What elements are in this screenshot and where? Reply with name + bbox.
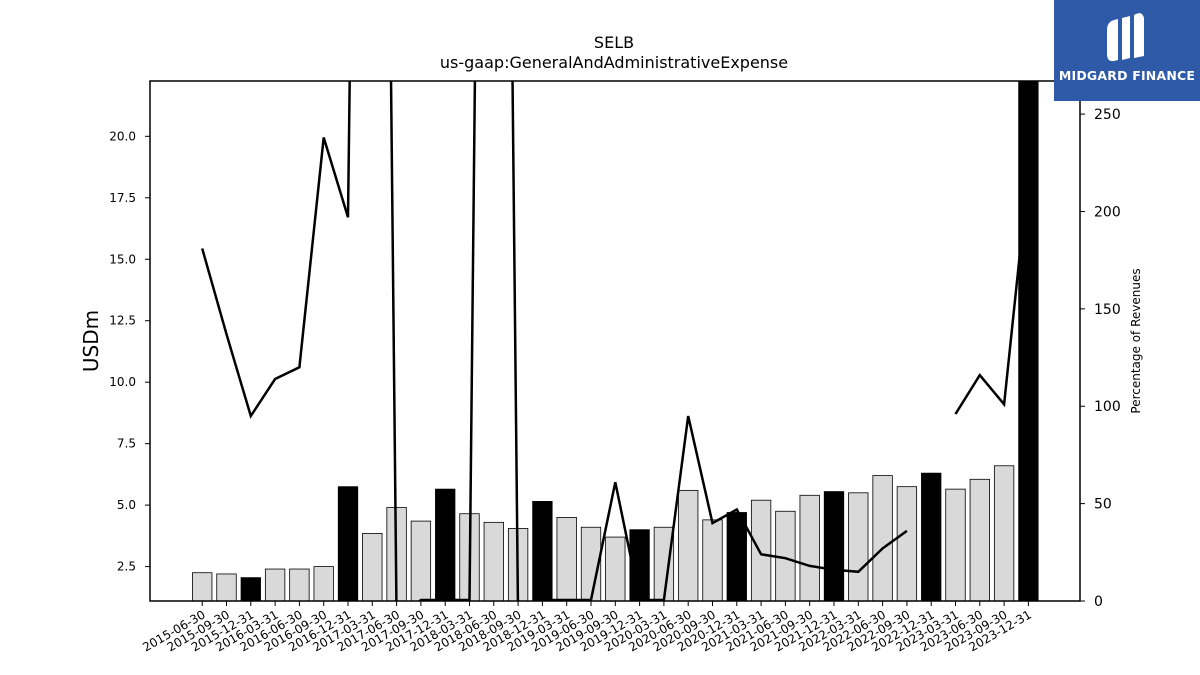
y2-tick-label: 50 [1094,497,1112,513]
y-tick-label: 12.5 [109,314,136,328]
bar [532,501,553,601]
y2-axis-label: Percentage of Revenues [1129,268,1143,413]
bar [653,526,675,601]
bar [993,465,1015,601]
y-tick-label: 17.5 [109,191,136,205]
bar [921,472,942,601]
x-axis: 2015-06-302015-09-302015-12-312016-03-31… [140,601,1034,654]
bar [483,521,504,601]
y-tick-label: 10.0 [109,375,136,389]
bar [896,486,918,601]
y-axis-label: USDm [79,310,103,372]
y2-tick-label: 100 [1094,399,1121,415]
bar [750,499,772,601]
chart-subtitle: us-gaap:GeneralAndAdministrativeExpense [440,53,788,72]
bar [362,532,383,601]
bar [945,488,966,601]
midgard-logo: MIDGARD FINANCE [1054,0,1200,101]
bar [678,489,699,601]
bar [799,494,820,601]
bar [192,572,213,601]
bar [216,573,237,601]
y2-tick-label: 200 [1094,204,1121,220]
bar [969,478,990,601]
bar [702,519,723,601]
bar [1018,81,1039,601]
y-tick-label: 15.0 [109,252,136,266]
bar [435,488,456,601]
bar [410,520,432,601]
midgard-logo-icon [1107,13,1144,62]
y-tick-label: 5.0 [117,498,136,512]
bar-series [192,81,1039,601]
bar [264,568,286,601]
y2-axis: 0 50 100 150 200 250 [1080,107,1121,610]
bar [580,526,602,601]
bar [337,486,359,601]
y-tick-label: 2.5 [117,560,136,574]
y2-tick-label: 150 [1094,302,1121,318]
bar [726,512,747,601]
chart-title: SELB [594,33,634,52]
bar [289,568,310,601]
y2-tick-label: 250 [1094,107,1121,123]
logo-text: MIDGARD FINANCE [1058,68,1196,83]
bar [872,475,893,601]
bar [313,566,334,601]
y-axis: 2.5 5.0 7.5 10.0 12.5 15.0 17.5 20.0 [109,129,150,574]
y2-tick-label: 0 [1094,594,1103,610]
bar [823,491,845,601]
line-series [200,81,1030,601]
bar [605,536,626,601]
bar [556,517,577,601]
bar [240,577,261,601]
y-tick-label: 20.0 [109,129,136,143]
bar [629,529,650,601]
bar [848,492,869,601]
revenue-pct-line [200,81,1030,601]
y-tick-label: 7.5 [117,437,136,451]
